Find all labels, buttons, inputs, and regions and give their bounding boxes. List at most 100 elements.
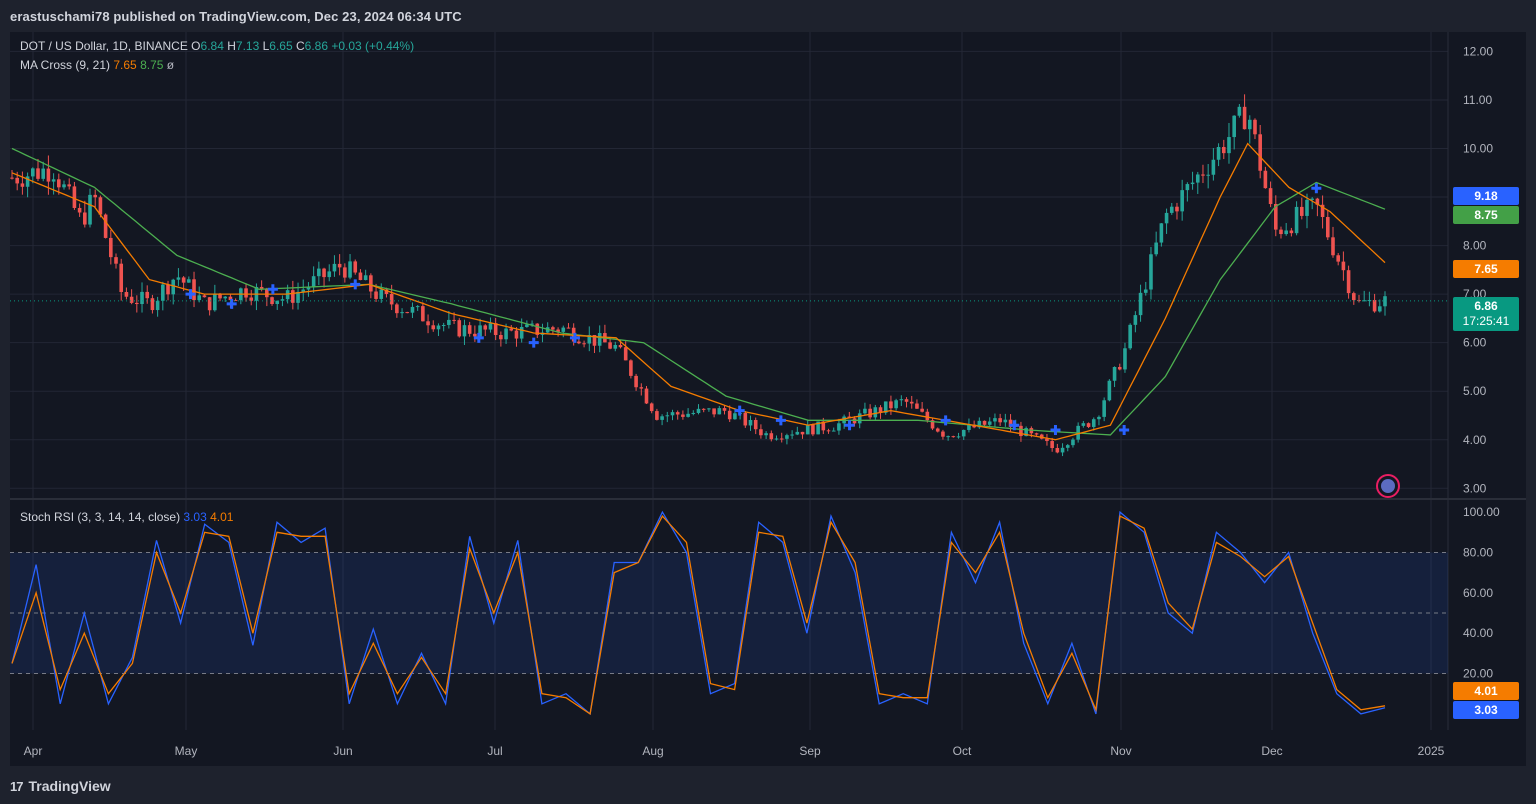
candle-body xyxy=(93,194,98,198)
x-tick-label: Jun xyxy=(333,744,352,758)
stoch-k-line xyxy=(11,510,1386,716)
candle-body xyxy=(337,263,342,268)
stoch-k-value: 3.03 xyxy=(183,510,207,524)
candle-body xyxy=(863,408,867,414)
candle-body xyxy=(202,295,207,298)
legend-low-value: 6.65 xyxy=(269,39,293,53)
candle-body xyxy=(1149,254,1153,290)
candle-body xyxy=(1341,261,1346,271)
x-tick-label: Dec xyxy=(1261,744,1282,758)
candle-body xyxy=(322,268,326,278)
cross-marker-icon xyxy=(185,289,196,300)
candle-body xyxy=(915,403,919,409)
candle-body xyxy=(1294,206,1299,234)
legend-high-label: H xyxy=(227,39,236,53)
candle-body xyxy=(374,291,378,299)
candle-body xyxy=(306,287,311,290)
candle-body xyxy=(509,328,514,331)
candle-body xyxy=(800,431,805,435)
candle-body xyxy=(1315,198,1320,205)
candle-body xyxy=(618,344,623,348)
candle-body xyxy=(36,168,40,179)
cross-marker-icon xyxy=(528,337,539,348)
candle-body xyxy=(1123,348,1127,370)
candle-body xyxy=(83,212,87,225)
candle-body xyxy=(343,267,347,278)
candle-body xyxy=(436,325,441,330)
candle-body xyxy=(1019,425,1023,437)
x-tick-label: Sep xyxy=(799,744,821,758)
candle-body xyxy=(410,306,415,313)
candle-body xyxy=(1284,230,1288,235)
price-legend: DOT / US Dollar, 1D, BINANCE O6.84 H7.13… xyxy=(20,39,414,53)
stoch-band xyxy=(10,552,1448,674)
candle-body xyxy=(473,333,477,337)
candle-body xyxy=(181,277,186,283)
cross-marker-icon xyxy=(844,420,855,431)
chart-frame[interactable] xyxy=(10,32,1526,766)
candle-body xyxy=(213,293,217,311)
us-flag-icon-inner xyxy=(1381,479,1395,493)
stoch-label[interactable]: Stoch RSI (3, 3, 14, 14, close) xyxy=(20,510,181,524)
x-tick-label: 2025 xyxy=(1418,744,1445,758)
stoch-y-tick-label: 80.00 xyxy=(1463,545,1493,559)
candle-body xyxy=(207,297,212,311)
legend-change: +0.03 (+0.44%) xyxy=(331,39,415,53)
candle-body xyxy=(67,184,72,187)
candle-body xyxy=(1377,306,1382,312)
candle-body xyxy=(155,300,160,311)
candle-body xyxy=(1325,217,1330,238)
candle-body xyxy=(135,302,139,305)
cross-marker-icon xyxy=(1119,425,1130,436)
candle-body xyxy=(1216,147,1221,160)
legend-close-value: 6.86 xyxy=(304,39,329,53)
ma-fast-value: 7.65 xyxy=(113,58,137,72)
candle-body xyxy=(556,329,560,332)
candle-body xyxy=(395,304,399,314)
ma-slow-price-tag: 8.75 xyxy=(1453,206,1519,224)
candle-body xyxy=(878,407,883,413)
candle-body xyxy=(192,279,196,301)
cross-marker-icon xyxy=(1009,420,1020,431)
ma-legend: MA Cross (9, 21) 7.65 8.75 ø xyxy=(20,58,174,72)
candle-body xyxy=(332,263,337,272)
y-tick-label: 5.00 xyxy=(1463,384,1487,398)
candle-body xyxy=(764,433,768,436)
candle-body xyxy=(171,279,176,295)
candle-body xyxy=(696,408,701,413)
candle-body xyxy=(488,323,493,330)
candle-body xyxy=(317,268,321,277)
candle-body xyxy=(62,184,66,188)
candle-body xyxy=(1107,380,1112,401)
candle-body xyxy=(707,408,711,410)
candle-body xyxy=(499,334,503,340)
candle-body xyxy=(909,401,914,404)
candle-body xyxy=(816,421,820,435)
candle-body xyxy=(1247,119,1252,130)
legend-close-label: C xyxy=(295,39,305,53)
candle-body xyxy=(1383,296,1387,307)
candle-body xyxy=(478,325,482,337)
candle-body xyxy=(311,276,316,288)
candle-body xyxy=(98,197,103,215)
candle-body xyxy=(1346,270,1351,294)
ma-label[interactable]: MA Cross (9, 21) xyxy=(20,58,111,72)
footer: 17 TradingView xyxy=(0,766,1536,804)
candle-body xyxy=(811,424,815,435)
candle-body xyxy=(51,179,56,182)
candle-body xyxy=(987,421,992,425)
legend-symbol[interactable]: DOT / US Dollar, 1D, BINANCE xyxy=(20,39,188,53)
candle-body xyxy=(868,408,872,418)
candle-body xyxy=(727,410,732,420)
candle-body xyxy=(623,347,628,361)
candle-body xyxy=(805,424,810,435)
candle-body xyxy=(982,420,987,425)
cross-marker-icon xyxy=(226,298,237,309)
cross-marker-icon xyxy=(775,415,786,426)
tradingview-logo[interactable]: 17 TradingView xyxy=(10,778,111,794)
y-tick-label: 8.00 xyxy=(1463,239,1487,253)
cross-marker-icon xyxy=(1311,183,1322,194)
stoch-y-tick-label: 20.00 xyxy=(1463,667,1493,681)
candle-body xyxy=(670,412,675,416)
